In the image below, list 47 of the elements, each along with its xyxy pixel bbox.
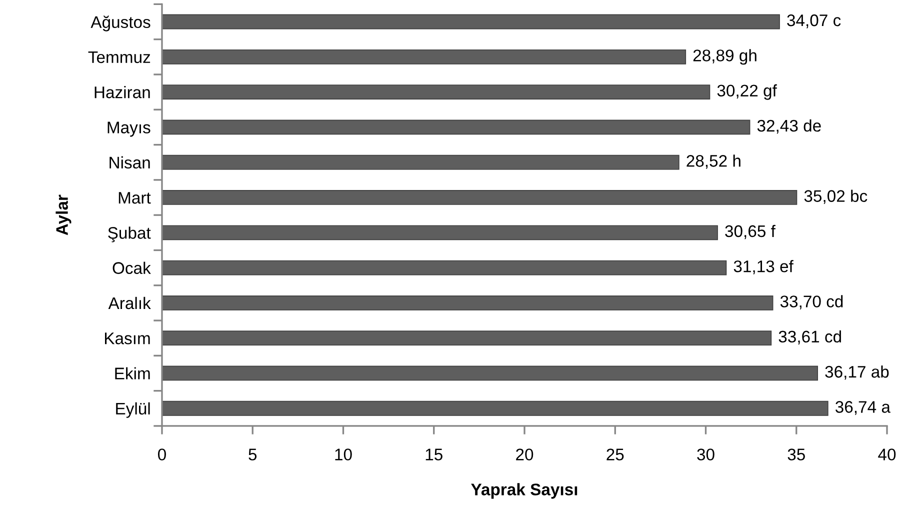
data-label: 31,13 ef (734, 260, 794, 274)
x-tick-label: 25 (606, 448, 624, 460)
bar (162, 400, 828, 416)
y-tick-label: Nisan (110, 156, 150, 169)
y-tick-label: Aralık (108, 296, 151, 310)
x-tick-label: 40 (878, 448, 896, 460)
y-tick-label: Mart (118, 192, 151, 204)
x-axis-title: Yaprak Sayısı (471, 483, 578, 499)
y-tick-label: Temmuz (88, 51, 150, 64)
y-tick-label: Ekim (115, 367, 150, 380)
data-label: 28,52 h (686, 154, 740, 169)
y-tick-label: Ocak (112, 262, 151, 274)
bar (162, 260, 727, 276)
x-tick-label: 20 (516, 448, 534, 460)
x-tick-label: 10 (335, 448, 352, 460)
bar (162, 84, 710, 100)
data-label: 36,74 a (835, 401, 890, 415)
bar (162, 225, 718, 240)
bar (162, 154, 680, 170)
bar (162, 14, 780, 30)
y-tick-label: Haziran (94, 86, 150, 98)
data-label: 34,07 c (787, 14, 841, 28)
data-label: 33,70 cd (780, 295, 843, 310)
data-label: 35,02 bc (804, 190, 868, 204)
data-label: 32,43 de (757, 119, 821, 134)
x-tick-label: 0 (158, 448, 166, 460)
y-tick-label: Şubat (108, 226, 151, 242)
x-tick-label: 30 (697, 448, 714, 460)
data-label: 28,89 gh (693, 49, 756, 65)
data-label: 30,65 f (725, 224, 776, 240)
y-tick-label: Mayıs (108, 122, 150, 137)
data-label: 36,17 ab (825, 365, 889, 380)
bar (162, 49, 686, 64)
x-tick-label: 5 (248, 448, 257, 460)
bar (162, 295, 774, 310)
y-tick-label: Ağustos (90, 16, 150, 32)
y-axis-title: Aylar (56, 194, 72, 236)
bar (162, 366, 818, 381)
data-label: 33,61 cd (778, 330, 841, 345)
bar (162, 330, 772, 346)
bar (162, 190, 798, 205)
bar (162, 120, 750, 135)
y-tick-label: Eylül (116, 402, 150, 418)
x-tick-label: 15 (426, 448, 442, 460)
y-tick-label: Kasım (105, 332, 150, 344)
data-label: 30,22 gf (717, 84, 777, 100)
x-tick-label: 35 (788, 448, 805, 460)
